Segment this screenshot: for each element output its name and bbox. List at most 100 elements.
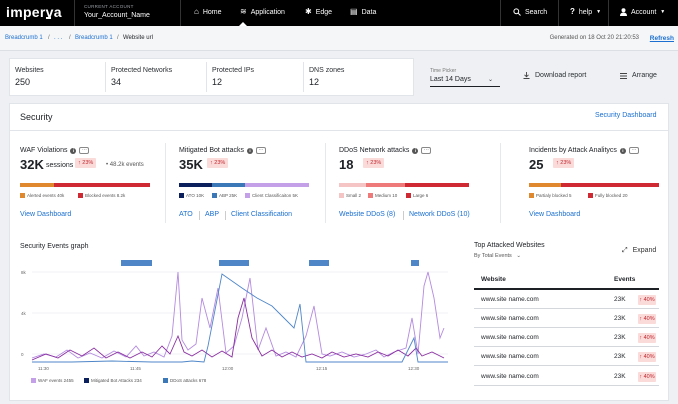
more-icon[interactable]: ··· [421, 147, 432, 154]
divider [180, 0, 181, 26]
change-value: 23% [370, 160, 382, 166]
legend-text: Fully blocked 20 [595, 193, 628, 198]
row-site[interactable]: www.site name.com [481, 373, 539, 380]
nav-data-label: Data [361, 8, 377, 16]
legend-text: DDoS attacks 678 [170, 378, 207, 383]
help-menu[interactable]: ? help ▼ [570, 8, 601, 16]
widget-value: 18 [339, 157, 354, 172]
security-card [9, 103, 669, 401]
ato-link[interactable]: ATO [179, 211, 193, 218]
divider [165, 143, 166, 223]
divider [206, 62, 207, 92]
legend-text: Client Classificaiton 5K [252, 193, 299, 198]
incident-band[interactable] [411, 260, 419, 266]
website-ddos-link[interactable]: Website DDoS (8) [339, 211, 396, 218]
info-icon[interactable]: i [70, 147, 77, 154]
info-icon[interactable]: i [412, 147, 419, 154]
series-mitigated-bot-attacks[interactable] [32, 297, 445, 361]
view-dashboard-link[interactable]: View Dashboard [20, 211, 72, 218]
stat-protected-ips[interactable]: Protected IPs 12 [206, 58, 302, 96]
incident-band[interactable] [309, 260, 329, 266]
bar-segment [212, 183, 245, 187]
widget-value: 32K [20, 157, 44, 172]
network-ddos-link[interactable]: Network DDoS (10) [409, 211, 470, 218]
search-button[interactable]: Search [513, 8, 547, 16]
time-picker-select[interactable]: Last 14 Days [430, 76, 471, 83]
widget-title-text: Mitigated Bot attacks [179, 147, 244, 154]
nav-application[interactable]: ≋ Application [240, 8, 285, 16]
incident-band[interactable] [121, 260, 152, 266]
stat-dns-zones[interactable]: DNS zones 12 [303, 58, 399, 96]
nav-home[interactable]: ⌂ Home [194, 8, 222, 16]
row-site[interactable]: www.site name.com [481, 353, 539, 360]
column-header-website[interactable]: Website [481, 276, 506, 283]
graph-legend-item[interactable]: WAF events 2455 [31, 378, 74, 383]
section-title: Security [20, 112, 53, 122]
account-switcher[interactable]: Your_Account_Name [84, 12, 150, 19]
search-label: Search [525, 8, 548, 16]
breadcrumb-link[interactable]: Breadcrumb 1 [5, 35, 43, 41]
bar-segment [561, 183, 659, 187]
legend-text: ABP 25K [219, 193, 238, 198]
y-tick: 8k [21, 270, 26, 275]
more-icon[interactable]: ··· [79, 147, 90, 154]
secondary-metric: • 48.2k events [106, 162, 144, 168]
change-badge: ↑ 23% [75, 158, 97, 168]
info-icon[interactable]: i [246, 147, 253, 154]
bar-segment [405, 183, 469, 187]
y-tick: 0 [21, 352, 24, 357]
search-icon [513, 8, 521, 16]
top-attacked-title: Top Attacked Websites [474, 242, 545, 249]
chevron-down-icon[interactable]: ⌄ [488, 77, 494, 83]
imperva-logo[interactable]: imperva [6, 4, 62, 20]
legend-item: Blocked events 8.2k [78, 193, 125, 198]
legend-swatch [163, 378, 168, 383]
view-dashboard-link[interactable]: View Dashboard [529, 211, 581, 218]
legend-item: ABP 25K [212, 193, 237, 198]
abp-link[interactable]: ABP [205, 211, 220, 218]
download-icon [523, 72, 530, 79]
divider [105, 62, 106, 92]
refresh-link[interactable]: Refresh [649, 35, 674, 42]
stat-websites[interactable]: Websites 250 [9, 58, 105, 96]
row-site[interactable]: www.site name.com [481, 334, 539, 341]
row-change-badge: ↑ 40% [638, 372, 656, 382]
graph-legend-item[interactable]: Mitigated Bot Attacks 234 [84, 378, 142, 383]
row-change: 40% [643, 374, 655, 380]
list-icon [620, 72, 627, 79]
widget-value: 25 [529, 157, 544, 172]
client-classification-link[interactable]: Client Classification [231, 211, 293, 218]
info-icon[interactable]: i [619, 147, 626, 154]
more-icon[interactable]: ··· [255, 147, 266, 154]
expand-button[interactable]: ⤢ Expand [622, 247, 656, 255]
nav-edge[interactable]: ✱ Edge [305, 8, 332, 16]
sort-select[interactable]: By Total Events ⌄ [474, 253, 521, 259]
account-menu[interactable]: Account ▼ [620, 8, 665, 16]
x-tick: 11:45 [130, 366, 141, 371]
row-site[interactable]: www.site name.com [481, 296, 539, 303]
series-ddos-attacks[interactable] [32, 273, 448, 363]
row-site[interactable]: www.site name.com [481, 315, 539, 322]
generated-timestamp: Generated on 18 Oct 20 21:20:53 [549, 35, 639, 41]
arrange-button[interactable]: Arrange [620, 72, 657, 79]
widget-value: 35K [179, 157, 203, 172]
legend-swatch [588, 193, 593, 198]
layers-icon: ≋ [240, 7, 247, 16]
graph-legend-item[interactable]: DDoS attacks 678 [163, 378, 206, 383]
legend-text: Large 6 [413, 193, 429, 198]
incident-bands [121, 260, 419, 266]
stat-protected-networks[interactable]: Protected Networks 34 [105, 58, 201, 96]
more-icon[interactable]: ··· [628, 147, 639, 154]
download-report-button[interactable]: Download report [523, 72, 586, 79]
stat-label: DNS zones [309, 67, 345, 74]
legend-text: Mitigated Bot Attacks 234 [91, 378, 142, 383]
breadcrumb-ellipsis[interactable]: . . . [54, 35, 63, 41]
security-dashboard-link[interactable]: Security Dashboard [595, 112, 657, 119]
column-header-events[interactable]: Events [614, 276, 636, 283]
security-events-chart[interactable] [32, 258, 448, 366]
incident-band[interactable] [219, 260, 249, 266]
divider [500, 143, 501, 223]
nav-data[interactable]: ▤ Data [350, 8, 376, 16]
link-separator [225, 211, 226, 220]
breadcrumb-link[interactable]: Breadcrumb 1 [75, 35, 113, 41]
